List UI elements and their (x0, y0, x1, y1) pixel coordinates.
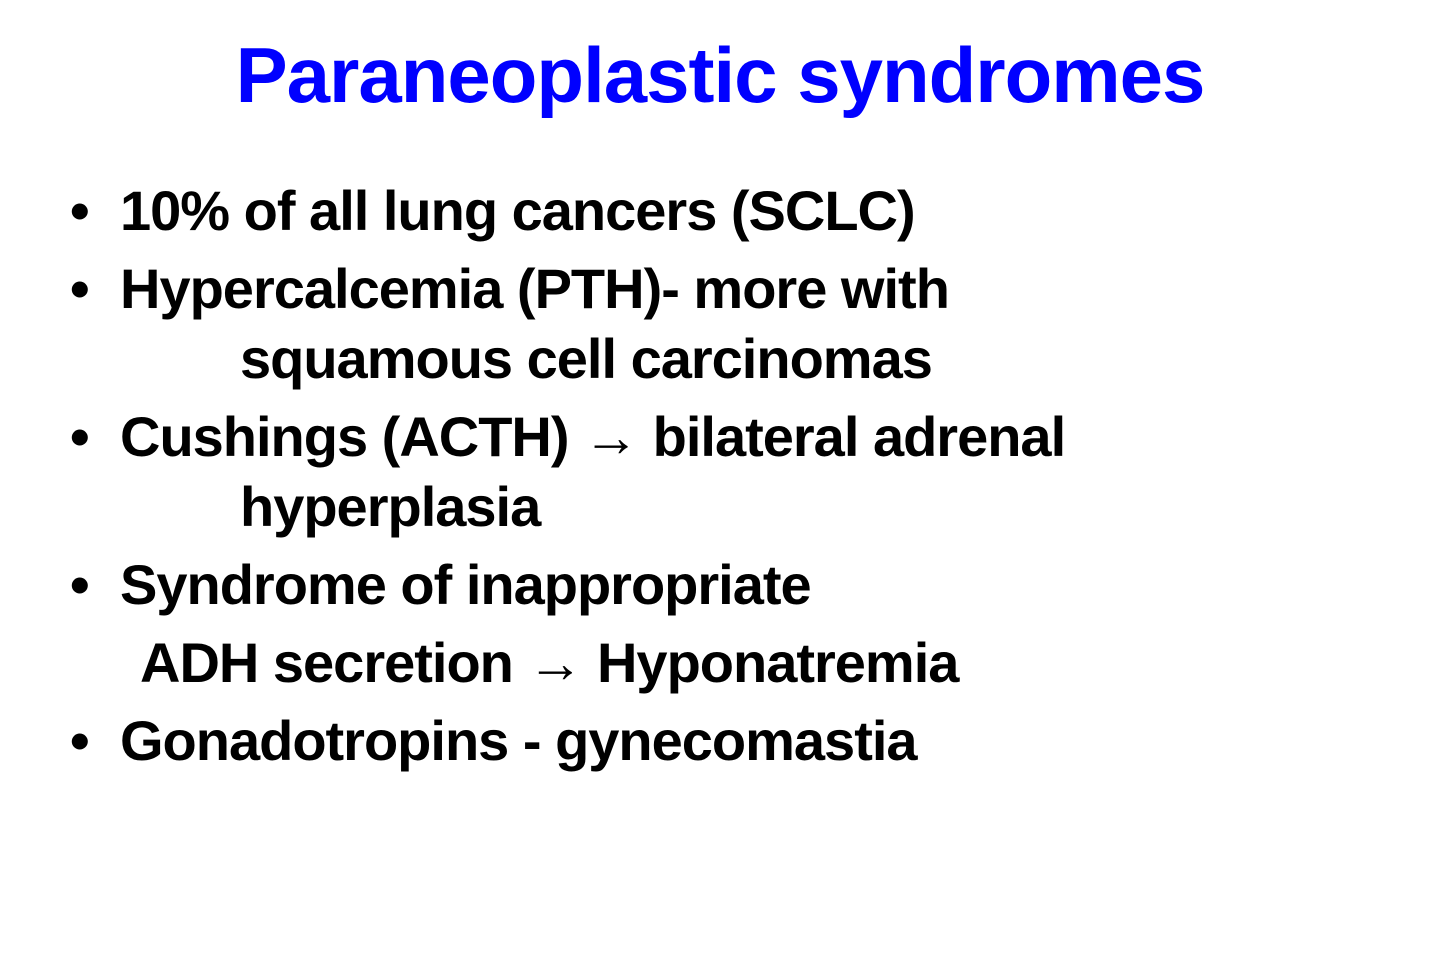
bullet-continuation-3: hyperplasia (120, 472, 1390, 542)
bullet-text-1: 10% of all lung cancers (SCLC) (120, 179, 915, 242)
bullet-list: 10% of all lung cancers (SCLC) Hypercalc… (50, 176, 1390, 776)
bullet-item-2: Hypercalcemia (PTH)- more with squamous … (70, 254, 1390, 394)
bullet-item-5-nobullet: ADH secretion → Hyponatremia (70, 628, 1390, 698)
slide-title: Paraneoplastic syndromes (50, 30, 1390, 121)
bullet-item-4: Syndrome of inappropriate (70, 550, 1390, 620)
bullet-item-3: Cushings (ACTH) → bilateral adrenal hype… (70, 402, 1390, 542)
bullet-item-6: Gonadotropins - gynecomastia (70, 706, 1390, 776)
bullet-continuation-2: squamous cell carcinomas (120, 324, 1390, 394)
bullet-text-4: Syndrome of inappropriate (120, 553, 811, 616)
bullet-text-5: ADH secretion → Hyponatremia (140, 631, 958, 694)
bullet-text-3: Cushings (ACTH) → bilateral adrenal (120, 405, 1065, 468)
bullet-item-1: 10% of all lung cancers (SCLC) (70, 176, 1390, 246)
bullet-text-2: Hypercalcemia (PTH)- more with (120, 257, 949, 320)
bullet-text-6: Gonadotropins - gynecomastia (120, 709, 917, 772)
